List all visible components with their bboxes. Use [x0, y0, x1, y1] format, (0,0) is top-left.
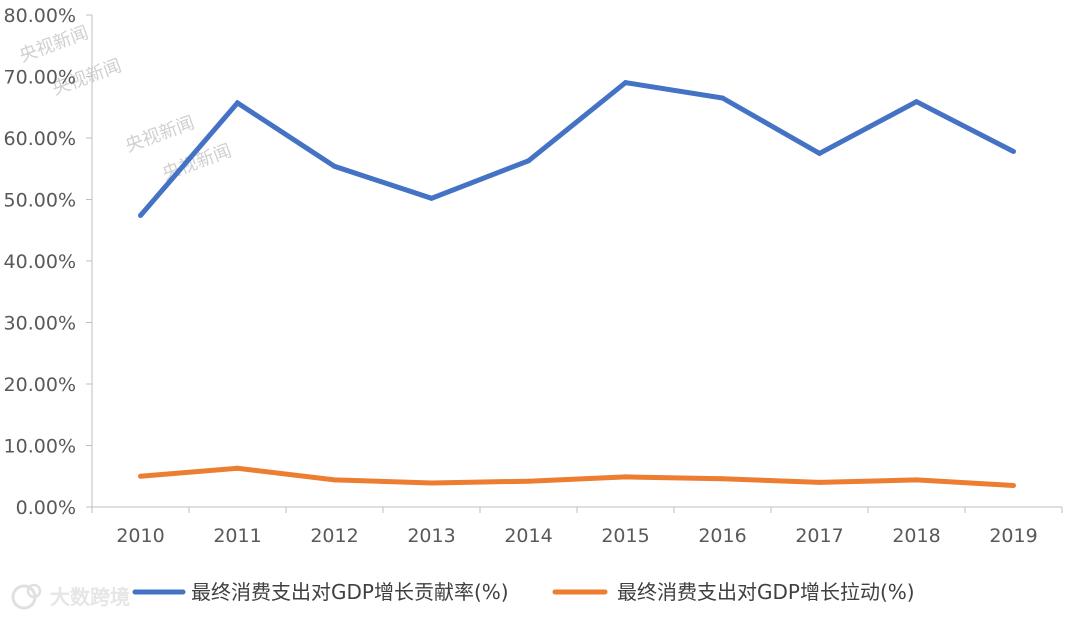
data-point: [623, 80, 628, 86]
data-point: [817, 150, 822, 156]
y-tick-label: 60.00%: [4, 128, 76, 150]
legend: 最终消费支出对GDP增长贡献率(%) 最终消费支出对GDP增长拉动(%): [132, 580, 915, 604]
y-tick-label: 80.00%: [4, 5, 76, 27]
x-tick-label: 2017: [795, 525, 843, 547]
data-point: [138, 212, 143, 218]
data-point: [235, 465, 240, 471]
logo-mark-icon: [11, 583, 42, 610]
y-tick-label: 70.00%: [4, 67, 76, 89]
y-tick-label: 40.00%: [4, 251, 76, 273]
data-point: [914, 99, 919, 105]
data-point: [914, 477, 919, 483]
y-tick-label: 0.00%: [16, 497, 76, 519]
x-tick-label: 2016: [698, 525, 746, 547]
x-tick-label: 2018: [892, 525, 940, 547]
watermark-text: 央视新闻: [123, 112, 198, 156]
data-point: [526, 158, 531, 164]
x-axis-ticks: 2010 2011 2012 2013 2014 2015 2016 2017 2018 2019: [91, 507, 1063, 547]
watermark-layer: 央视新闻 央视新闻 央视新闻 央视新闻: [17, 22, 235, 184]
legend-label: 最终消费支出对GDP增长拉动(%): [617, 580, 915, 604]
data-point: [429, 480, 434, 486]
data-point: [1011, 149, 1016, 155]
x-tick-label: 2010: [116, 525, 164, 547]
logo: 大数跨境: [11, 583, 130, 610]
data-point: [623, 474, 628, 480]
x-tick-label: 2015: [601, 525, 649, 547]
series-lines: [138, 79, 1016, 488]
y-axis-ticks: 0.00% 10.00% 20.00% 30.00% 40.00% 50.00% 60.00…: [4, 5, 92, 519]
data-point: [817, 479, 822, 485]
y-tick-label: 50.00%: [4, 190, 76, 212]
y-tick-label: 20.00%: [4, 374, 76, 396]
x-tick-label: 2012: [310, 525, 358, 547]
logo-text: 大数跨境: [50, 585, 130, 609]
data-point: [720, 476, 725, 482]
y-tick-label: 10.00%: [4, 436, 76, 458]
data-point: [429, 195, 434, 201]
data-point: [1011, 482, 1016, 488]
series-line-2: [140, 465, 1014, 488]
data-point: [332, 163, 337, 169]
x-tick-label: 2013: [407, 525, 455, 547]
y-tick-label: 30.00%: [4, 313, 76, 335]
data-point: [235, 100, 240, 106]
data-point: [138, 473, 143, 479]
x-tick-label: 2011: [213, 525, 261, 547]
series-line-1: [138, 79, 1015, 218]
data-point: [332, 477, 337, 483]
x-tick-label: 2019: [989, 525, 1037, 547]
legend-label: 最终消费支出对GDP增长贡献率(%): [191, 580, 509, 604]
watermark-text: 央视新闻: [17, 22, 92, 66]
data-point: [526, 478, 531, 484]
x-tick-label: 2014: [504, 525, 552, 547]
axes: [91, 15, 1062, 508]
data-point: [720, 95, 725, 101]
